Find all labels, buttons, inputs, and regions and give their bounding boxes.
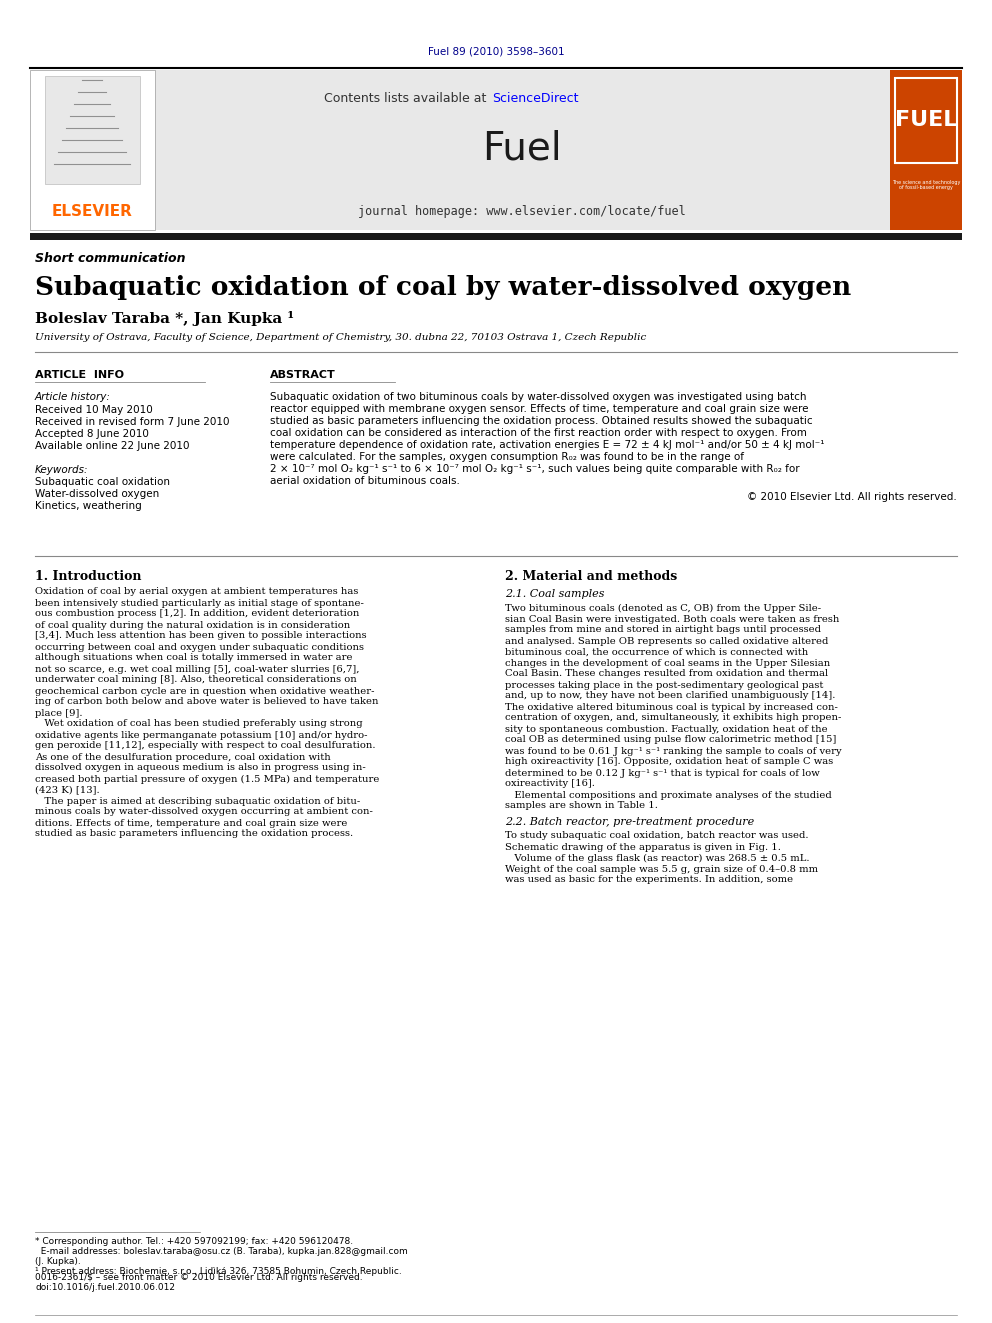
Text: samples are shown in Table 1.: samples are shown in Table 1. (505, 802, 658, 811)
Text: Subaquatic oxidation of two bituminous coals by water-dissolved oxygen was inves: Subaquatic oxidation of two bituminous c… (270, 392, 806, 402)
Text: The science and technology
of fossil-based energy: The science and technology of fossil-bas… (892, 180, 960, 191)
Bar (30, 70, 155, 230)
Text: ¹ Present address: Biochemie, s.r.o., Lidìká 326, 73585 Bohumin, Czech Republic.: ¹ Present address: Biochemie, s.r.o., Li… (35, 1267, 402, 1277)
Text: Available online 22 June 2010: Available online 22 June 2010 (35, 441, 189, 451)
Text: coal oxidation can be considered as interaction of the first reaction order with: coal oxidation can be considered as inte… (270, 429, 806, 438)
Text: journal homepage: www.elsevier.com/locate/fuel: journal homepage: www.elsevier.com/locat… (358, 205, 685, 218)
Text: 2.2. Batch reactor, pre-treatment procedure: 2.2. Batch reactor, pre-treatment proced… (505, 818, 754, 827)
Text: ABSTRACT: ABSTRACT (270, 370, 335, 380)
Text: To study subaquatic coal oxidation, batch reactor was used.: To study subaquatic coal oxidation, batc… (505, 831, 808, 840)
Text: not so scarce, e.g. wet coal milling [5], coal-water slurries [6,7],: not so scarce, e.g. wet coal milling [5]… (35, 664, 359, 673)
Bar (45, 75, 140, 184)
Text: Two bituminous coals (denoted as C, OB) from the Upper Sile-: Two bituminous coals (denoted as C, OB) … (505, 603, 821, 613)
Text: sity to spontaneous combustion. Factually, oxidation heat of the: sity to spontaneous combustion. Factuall… (505, 725, 827, 733)
Text: As one of the desulfuration procedure, coal oxidation with: As one of the desulfuration procedure, c… (35, 753, 330, 762)
Text: Received 10 May 2010: Received 10 May 2010 (35, 405, 153, 415)
Text: 2 × 10⁻⁷ mol O₂ kg⁻¹ s⁻¹ to 6 × 10⁻⁷ mol O₂ kg⁻¹ s⁻¹, such values being quite co: 2 × 10⁻⁷ mol O₂ kg⁻¹ s⁻¹ to 6 × 10⁻⁷ mol… (270, 464, 800, 474)
Text: Weight of the coal sample was 5.5 g, grain size of 0.4–0.8 mm: Weight of the coal sample was 5.5 g, gra… (505, 864, 818, 873)
Text: University of Ostrava, Faculty of Science, Department of Chemistry, 30. dubna 22: University of Ostrava, Faculty of Scienc… (35, 333, 646, 343)
Text: occurring between coal and oxygen under subaquatic conditions: occurring between coal and oxygen under … (35, 643, 364, 651)
Text: was found to be 0.61 J kg⁻¹ s⁻¹ ranking the sample to coals of very: was found to be 0.61 J kg⁻¹ s⁻¹ ranking … (505, 746, 841, 755)
Bar (155, 70, 890, 230)
Text: dissolved oxygen in aqueous medium is also in progress using in-: dissolved oxygen in aqueous medium is al… (35, 763, 366, 773)
Text: ditions. Effects of time, temperature and coal grain size were: ditions. Effects of time, temperature an… (35, 819, 347, 827)
Text: 2.1. Coal samples: 2.1. Coal samples (505, 589, 604, 599)
Text: studied as basic parameters influencing the oxidation process.: studied as basic parameters influencing … (35, 830, 353, 839)
Text: temperature dependence of oxidation rate, activation energies E = 72 ± 4 kJ mol⁻: temperature dependence of oxidation rate… (270, 441, 824, 450)
Text: Fuel: Fuel (482, 130, 561, 167)
Text: Keywords:: Keywords: (35, 464, 88, 475)
Text: * Corresponding author. Tel.: +420 597092199; fax: +420 596120478.: * Corresponding author. Tel.: +420 59709… (35, 1237, 353, 1246)
Text: of coal quality during the natural oxidation is in consideration: of coal quality during the natural oxida… (35, 620, 350, 630)
Text: ous combustion process [1,2]. In addition, evident deterioration: ous combustion process [1,2]. In additio… (35, 610, 359, 618)
Text: Article history:: Article history: (35, 392, 111, 402)
Text: 2. Material and methods: 2. Material and methods (505, 570, 678, 583)
Text: 1. Introduction: 1. Introduction (35, 570, 142, 583)
Text: although situations when coal is totally immersed in water are: although situations when coal is totally… (35, 654, 352, 663)
Text: samples from mine and stored in airtight bags until processed: samples from mine and stored in airtight… (505, 626, 821, 635)
Text: Short communication: Short communication (35, 251, 186, 265)
Text: © 2010 Elsevier Ltd. All rights reserved.: © 2010 Elsevier Ltd. All rights reserved… (747, 492, 957, 501)
Text: high oxireactivity [16]. Opposite, oxidation heat of sample C was: high oxireactivity [16]. Opposite, oxida… (505, 758, 833, 766)
Text: [3,4]. Much less attention has been given to possible interactions: [3,4]. Much less attention has been give… (35, 631, 367, 640)
Text: and analysed. Sample OB represents so called oxidative altered: and analysed. Sample OB represents so ca… (505, 636, 828, 646)
Text: aerial oxidation of bituminous coals.: aerial oxidation of bituminous coals. (270, 476, 460, 486)
Text: centration of oxygen, and, simultaneously, it exhibits high propen-: centration of oxygen, and, simultaneousl… (505, 713, 841, 722)
Text: ARTICLE  INFO: ARTICLE INFO (35, 370, 124, 380)
Text: reactor equipped with membrane oxygen sensor. Effects of time, temperature and c: reactor equipped with membrane oxygen se… (270, 404, 808, 414)
Text: Subaquatic coal oxidation: Subaquatic coal oxidation (35, 478, 170, 487)
Text: was used as basic for the experiments. In addition, some: was used as basic for the experiments. I… (505, 876, 794, 885)
Text: ScienceDirect: ScienceDirect (492, 91, 578, 105)
Text: oxidative agents like permanganate potassium [10] and/or hydro-: oxidative agents like permanganate potas… (35, 730, 367, 740)
Text: coal OB as determined using pulse flow calorimetric method [15]: coal OB as determined using pulse flow c… (505, 736, 836, 745)
Text: Oxidation of coal by aerial oxygen at ambient temperatures has: Oxidation of coal by aerial oxygen at am… (35, 587, 358, 597)
Text: gen peroxide [11,12], especially with respect to coal desulfuration.: gen peroxide [11,12], especially with re… (35, 741, 376, 750)
Text: Received in revised form 7 June 2010: Received in revised form 7 June 2010 (35, 417, 229, 427)
Text: sian Coal Basin were investigated. Both coals were taken as fresh: sian Coal Basin were investigated. Both … (505, 614, 839, 623)
Text: been intensively studied particularly as initial stage of spontane-: been intensively studied particularly as… (35, 598, 364, 607)
Text: place [9].: place [9]. (35, 709, 82, 717)
Bar (890, 70, 962, 230)
Text: determined to be 0.12 J kg⁻¹ s⁻¹ that is typical for coals of low: determined to be 0.12 J kg⁻¹ s⁻¹ that is… (505, 769, 819, 778)
Text: geochemical carbon cycle are in question when oxidative weather-: geochemical carbon cycle are in question… (35, 687, 375, 696)
Text: doi:10.1016/j.fuel.2010.06.012: doi:10.1016/j.fuel.2010.06.012 (35, 1283, 175, 1293)
Text: underwater coal mining [8]. Also, theoretical considerations on: underwater coal mining [8]. Also, theore… (35, 676, 357, 684)
Text: E-mail addresses: boleslav.taraba@osu.cz (B. Taraba), kupka.jan.828@gmail.com: E-mail addresses: boleslav.taraba@osu.cz… (35, 1248, 408, 1257)
Text: minous coals by water-dissolved oxygen occurring at ambient con-: minous coals by water-dissolved oxygen o… (35, 807, 373, 816)
Text: ing of carbon both below and above water is believed to have taken: ing of carbon both below and above water… (35, 697, 379, 706)
Text: processes taking place in the post-sedimentary geological past: processes taking place in the post-sedim… (505, 680, 823, 689)
Text: creased both partial pressure of oxygen (1.5 MPa) and temperature: creased both partial pressure of oxygen … (35, 774, 379, 783)
Bar (895, 78, 957, 163)
Text: Volume of the glass flask (as reactor) was 268.5 ± 0.5 mL.: Volume of the glass flask (as reactor) w… (505, 853, 809, 863)
Text: The paper is aimed at describing subaquatic oxidation of bitu-: The paper is aimed at describing subaqua… (35, 796, 360, 806)
Text: bituminous coal, the occurrence of which is connected with: bituminous coal, the occurrence of which… (505, 647, 808, 656)
Bar (30, 233, 962, 239)
Text: studied as basic parameters influencing the oxidation process. Obtained results : studied as basic parameters influencing … (270, 415, 812, 426)
Text: Subaquatic oxidation of coal by water-dissolved oxygen: Subaquatic oxidation of coal by water-di… (35, 274, 851, 299)
Text: Boleslav Taraba *, Jan Kupka ¹: Boleslav Taraba *, Jan Kupka ¹ (35, 311, 294, 325)
Text: Fuel 89 (2010) 3598–3601: Fuel 89 (2010) 3598–3601 (428, 48, 564, 57)
Text: (J. Kupka).: (J. Kupka). (35, 1257, 80, 1266)
Text: The oxidative altered bituminous coal is typical by increased con-: The oxidative altered bituminous coal is… (505, 703, 838, 712)
Text: Water-dissolved oxygen: Water-dissolved oxygen (35, 490, 160, 499)
Text: 0016-2361/$ – see front matter © 2010 Elsevier Ltd. All rights reserved.: 0016-2361/$ – see front matter © 2010 El… (35, 1274, 363, 1282)
Text: oxireactivity [16].: oxireactivity [16]. (505, 779, 595, 789)
Text: Wet oxidation of coal has been studied preferably using strong: Wet oxidation of coal has been studied p… (35, 720, 363, 729)
Text: Coal Basin. These changes resulted from oxidation and thermal: Coal Basin. These changes resulted from … (505, 669, 828, 679)
Text: Accepted 8 June 2010: Accepted 8 June 2010 (35, 429, 149, 439)
Text: and, up to now, they have not been clarified unambiguously [14].: and, up to now, they have not been clari… (505, 692, 835, 700)
Text: Contents lists available at: Contents lists available at (323, 91, 490, 105)
Text: Elemental compositions and proximate analyses of the studied: Elemental compositions and proximate ana… (505, 791, 831, 799)
Text: were calculated. For the samples, oxygen consumption R₀₂ was found to be in the : were calculated. For the samples, oxygen… (270, 452, 744, 462)
Text: FUEL: FUEL (895, 110, 957, 130)
Text: changes in the development of coal seams in the Upper Silesian: changes in the development of coal seams… (505, 659, 830, 668)
Text: Kinetics, weathering: Kinetics, weathering (35, 501, 142, 511)
Text: Schematic drawing of the apparatus is given in Fig. 1.: Schematic drawing of the apparatus is gi… (505, 843, 781, 852)
Text: ELSEVIER: ELSEVIER (52, 205, 133, 220)
Text: (423 K) [13].: (423 K) [13]. (35, 786, 99, 795)
